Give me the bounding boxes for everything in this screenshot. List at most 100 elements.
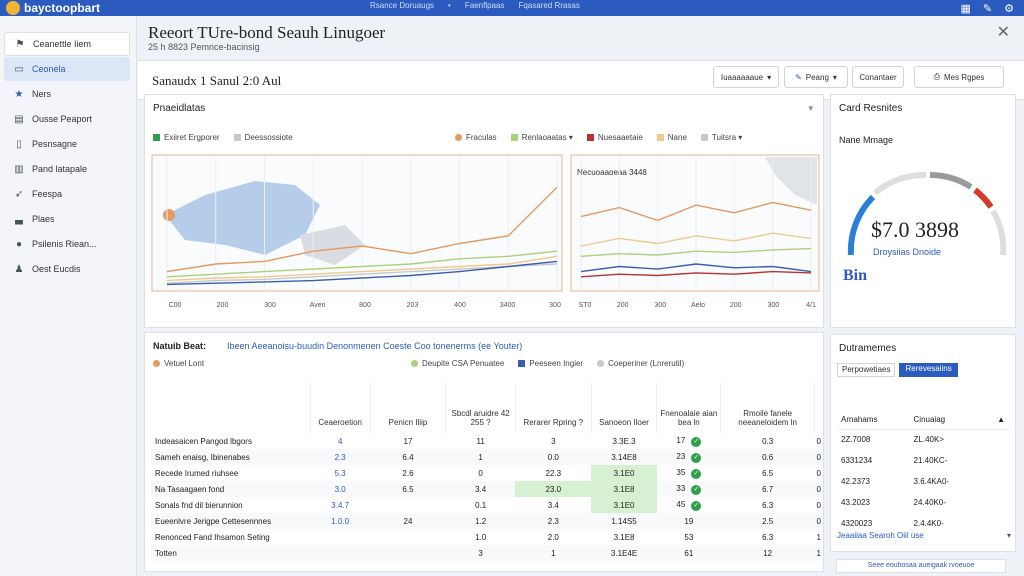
series-line-fraculas xyxy=(166,186,558,273)
gauge-arc-light xyxy=(873,171,927,196)
container-button[interactable]: Conantaer xyxy=(852,66,904,88)
column-header[interactable]: Fnenoalaie aian bea ln xyxy=(656,383,722,433)
top-nav-item[interactable]: Fqasared Rrasas xyxy=(518,1,580,10)
legend-item[interactable]: Nane xyxy=(656,133,687,142)
top-nav-item[interactable]: Faenflpaas xyxy=(464,1,505,10)
table-cell: 17 ✓ xyxy=(657,433,721,449)
gauge-sublabel[interactable]: Droysiias Dnoide xyxy=(873,247,942,257)
legend-item[interactable]: Coeperiner (Lnrerutil) xyxy=(597,359,684,368)
table-body: Indeasaicen Pangod lbgors 4 17 11 3 3.3E.3 17 ✓… xyxy=(151,433,823,561)
sidebar-item-oest[interactable]: ♟ Oest Eucdis xyxy=(4,257,130,281)
table-cell: 0 xyxy=(814,513,823,529)
tab-rerevesaiins[interactable]: Rerevesaiins xyxy=(899,363,958,377)
distribution-cell: 21.40KC- xyxy=(913,456,948,465)
sidebar-item-pand[interactable]: ▥ Pand latapale xyxy=(4,157,130,181)
column-header[interactable]: Cinuaiag xyxy=(909,411,981,430)
series-line-nuesaaetaie xyxy=(580,270,812,278)
sidebar-item-report[interactable]: ▤ Ousse Peaport xyxy=(4,107,130,131)
gauge-arc-red xyxy=(973,187,994,209)
legend-item[interactable]: Peeseen Ingier xyxy=(518,359,583,368)
table-cell: 3.4 xyxy=(445,481,516,497)
legend-label: Renlaoaatas ▾ xyxy=(521,133,573,142)
distribution-panel: Dutramemes Perpowetiaes Rerevesaiins Arn… xyxy=(830,334,1016,552)
table-row[interactable]: Sonals fnd dil bierunnion 3.4.7 0.1 3.4 3.1E… xyxy=(151,497,823,513)
sidebar-item-pesnsagne[interactable]: ▯ Pesnsagne xyxy=(4,132,130,156)
table-row[interactable]: Eueenlvre Jerigpe Cettesennnes 1.0.0 24 1.2… xyxy=(151,513,823,529)
paging-dropdown[interactable]: ✎ Peang ▾ xyxy=(784,66,848,88)
sidebar-item-ceonela[interactable]: ▭ Ceonela xyxy=(4,57,130,81)
sidebar-item-plaes[interactable]: ▃ Plaes xyxy=(4,207,130,231)
column-header[interactable]: Sanoeon Iloer xyxy=(591,383,658,433)
bottom-link-button[interactable]: Seee eouhosaa aueigaak rvoeuoe xyxy=(836,559,1006,573)
sidebar-item-psilenis[interactable]: ● Psilenis Riean... xyxy=(4,232,130,256)
button-label: Conantaer xyxy=(859,72,897,82)
legend-item[interactable]: Nuesaaetaie xyxy=(586,133,643,142)
table-cell xyxy=(370,545,446,561)
cell-value: 0 xyxy=(816,500,821,510)
legend-item[interactable]: Deessossiote xyxy=(233,133,293,142)
series-line-renlaoaatas xyxy=(580,247,812,257)
legend-item[interactable]: Exiiret Ergporer xyxy=(153,133,220,142)
distribution-row[interactable]: 4320023 2.4.4K0- xyxy=(837,513,1009,534)
series-line-fraculas xyxy=(580,201,812,222)
top-nav-item[interactable]: Rsance Doruaugs xyxy=(370,1,435,10)
legend-item[interactable]: Renlaoaatas ▾ xyxy=(510,133,573,142)
legend-item[interactable]: Vetuel Lont xyxy=(153,359,204,368)
table-cell: 24 xyxy=(370,513,446,529)
settings-icon[interactable]: ⚙ xyxy=(1004,2,1014,15)
filter-dropdown[interactable]: Iuaaaaaaue ▾ xyxy=(713,66,779,88)
tab-perpowetiaes[interactable]: Perpowetiaes xyxy=(837,363,896,377)
cell-value: 1.0 xyxy=(475,532,487,542)
table-cell: 19 xyxy=(656,513,721,529)
gauge-svg xyxy=(847,171,1007,256)
status-check-icon: ✓ xyxy=(691,484,702,495)
chevron-down-icon[interactable]: ▾ xyxy=(1006,531,1011,540)
distribution-row[interactable]: 2Z.7008 ZL.40K> xyxy=(837,429,1009,450)
legend-item[interactable]: Tuitsra ▾ xyxy=(700,133,742,142)
table-cell: 45 ✓ xyxy=(657,497,721,513)
table-row[interactable]: Indeasaicen Pangod lbgors 4 17 11 3 3.3E.3 17 ✓… xyxy=(151,433,823,449)
table-row[interactable]: Recede Irumed riuhsee 5.3 2.6 0 22.3 3.1E0 35 ✓… xyxy=(151,465,823,481)
column-header[interactable]: Ceaeroetion xyxy=(310,383,371,433)
legend-item[interactable]: Deupite CSA Penuatee xyxy=(411,359,504,368)
column-header[interactable]: Sbcdl aruidre 42 255 ? xyxy=(445,383,516,433)
column-header[interactable]: Rerarer Rpring ? xyxy=(515,383,592,433)
row-name: Eueenlvre Jerigpe Cettesennnes xyxy=(151,513,311,529)
sidebar-item-ceanettle[interactable]: ⚑ Ceanettle Iiem xyxy=(4,32,130,56)
column-header[interactable]: Penicn Iliip xyxy=(370,383,447,433)
distribution-row[interactable]: 42.2373 3.6.4KA0- xyxy=(837,471,1009,492)
sidebar-item-ners[interactable]: ★ Ners xyxy=(4,82,130,106)
table-cell: 0.3 xyxy=(721,433,815,449)
table-row[interactable]: Sameh enaisg, Ibinenabes 2.3 6.4 1 0.0 3.14E8… xyxy=(151,449,823,465)
x-tick-label: 200 xyxy=(217,302,229,309)
table-cell: 23 ✓ xyxy=(656,449,721,465)
panel-menu-icon[interactable]: ▾ xyxy=(808,103,813,113)
brand[interactable]: bayctoopbart xyxy=(6,0,100,16)
series-line-deessossiote xyxy=(580,263,812,273)
legend-item[interactable]: Fraculas xyxy=(455,133,497,142)
distribution-cell-empty xyxy=(980,471,1009,492)
data-table: Ceaeroetion Penicn Iliip Sbcdl aruidre 4… xyxy=(151,383,823,561)
grid-icon[interactable]: ▦ xyxy=(960,2,971,15)
column-header[interactable]: Rmoile fanele neeaneloidem ln xyxy=(720,383,816,433)
column-header[interactable]: Arnahams xyxy=(837,411,910,430)
pen-icon[interactable]: ✎ xyxy=(982,2,993,15)
distribution-cell: 24.40K0- xyxy=(913,498,946,507)
chart-panel-title: Pnaeidlatas xyxy=(153,103,206,114)
table-row[interactable]: Renonced Fand Ihsamon Seting 1.0 2.0 3.1E8 5… xyxy=(151,529,823,545)
cell-value: 0.6 xyxy=(762,452,774,462)
distribution-row[interactable]: 6331234 21.40KC- xyxy=(837,450,1009,471)
distribution-row[interactable]: 43.2023 24.40K0- xyxy=(837,492,1009,513)
table-row[interactable]: Totten 3 1 3.1E4E 61 12 1 xyxy=(151,545,823,561)
distribution-footer-link[interactable]: Jeaaiiaa Searoh Oiil use xyxy=(837,531,924,540)
sort-up-icon[interactable]: ▲ xyxy=(980,411,1009,430)
sidebar-item-feespa[interactable]: ➶ Feespa xyxy=(4,182,130,206)
table-row[interactable]: Na Tasaagaen fond 3.0 6.5 3.4 23.0 3.1E8 33 ✓ 6.… xyxy=(151,481,823,497)
chart-panel: Pnaeidlatas ▾ Exiiret Ergporer Deessossi… xyxy=(144,94,824,328)
reports-button[interactable]: ⎙ Mes Rgpes xyxy=(914,66,1004,88)
close-icon[interactable]: ✕ xyxy=(996,24,1010,41)
chevron-down-icon: ▾ xyxy=(767,72,772,82)
table-header-row: Ceaeroetion Penicn Iliip Sbcdl aruidre 4… xyxy=(151,383,823,433)
series-line-renlaoaatas xyxy=(166,250,558,278)
table-panel-link[interactable]: Ibeen Aeeanoisu-buudin Denonmenen Coeste… xyxy=(227,341,523,351)
